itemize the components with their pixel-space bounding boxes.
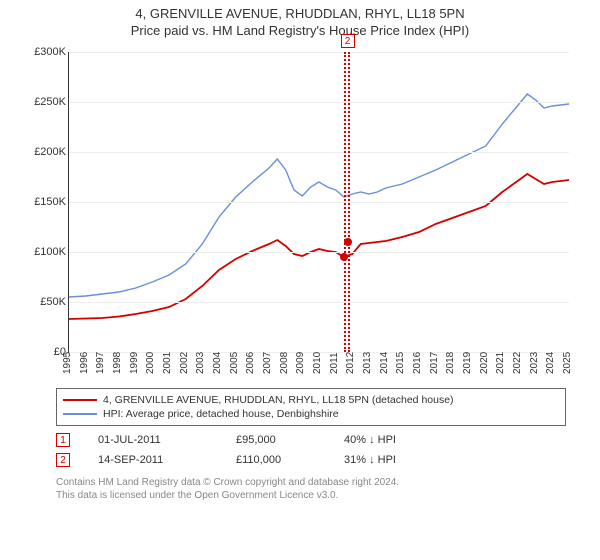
plot-region: 2 [68, 52, 569, 353]
y-tick-label: £200K [22, 146, 66, 158]
x-tick-label: 2010 [312, 352, 323, 374]
chart-area: 2 19951996199719981999200020012002200320… [20, 46, 580, 386]
legend-swatch [63, 399, 97, 401]
footer-line-2: This data is licensed under the Open Gov… [56, 489, 580, 502]
legend-row: 4, GRENVILLE AVENUE, RHUDDLAN, RHYL, LL1… [63, 393, 559, 407]
y-tick-label: £250K [22, 96, 66, 108]
chart-container: 4, GRENVILLE AVENUE, RHUDDLAN, RHYL, LL1… [0, 0, 600, 560]
legend-label: HPI: Average price, detached house, Denb… [103, 408, 339, 420]
footer-line-1: Contains HM Land Registry data © Crown c… [56, 476, 580, 489]
y-tick-label: £100K [22, 246, 66, 258]
x-tick-label: 2017 [429, 352, 440, 374]
x-tick-label: 2019 [462, 352, 473, 374]
x-tick-label: 2000 [145, 352, 156, 374]
x-tick-label: 2021 [495, 352, 506, 374]
x-tick-label: 2001 [162, 352, 173, 374]
x-tick-label: 2011 [329, 352, 340, 374]
sale-marker-line [344, 52, 346, 352]
x-tick-label: 2024 [545, 352, 556, 374]
y-tick-label: £0 [22, 346, 66, 358]
footer-attribution: Contains HM Land Registry data © Crown c… [56, 476, 580, 502]
x-axis-labels: 1995199619971998199920002001200220032004… [68, 356, 568, 392]
sale-price: £95,000 [236, 434, 316, 446]
sale-marker-dot [344, 238, 352, 246]
x-tick-label: 2007 [262, 352, 273, 374]
sale-row: 1 01-JUL-2011 £95,000 40% ↓ HPI [56, 430, 580, 450]
sale-delta-hpi: 31% ↓ HPI [344, 454, 464, 466]
sale-badge: 1 [56, 433, 70, 447]
x-tick-label: 2009 [295, 352, 306, 374]
sales-list: 1 01-JUL-2011 £95,000 40% ↓ HPI 2 14-SEP-2011… [56, 430, 580, 470]
gridline [69, 102, 569, 103]
gridline [69, 52, 569, 53]
sale-marker-line [348, 52, 350, 352]
title-address: 4, GRENVILLE AVENUE, RHUDDLAN, RHYL, LL1… [10, 6, 590, 23]
sale-delta-hpi: 40% ↓ HPI [344, 434, 464, 446]
x-tick-label: 2022 [512, 352, 523, 374]
sale-date: 01-JUL-2011 [98, 434, 208, 446]
x-tick-label: 2012 [345, 352, 356, 374]
y-tick-label: £50K [22, 296, 66, 308]
sale-row: 2 14-SEP-2011 £110,000 31% ↓ HPI [56, 450, 580, 470]
sale-date: 14-SEP-2011 [98, 454, 208, 466]
y-tick-label: £300K [22, 46, 66, 58]
x-tick-label: 1999 [129, 352, 140, 374]
x-tick-label: 2014 [379, 352, 390, 374]
x-tick-label: 2015 [395, 352, 406, 374]
x-tick-label: 2023 [529, 352, 540, 374]
sale-price: £110,000 [236, 454, 316, 466]
gridline [69, 152, 569, 153]
sale-badge: 2 [56, 453, 70, 467]
sale-marker-badge: 2 [341, 34, 355, 48]
y-tick-label: £150K [22, 196, 66, 208]
x-tick-label: 2016 [412, 352, 423, 374]
x-tick-label: 1996 [79, 352, 90, 374]
x-tick-label: 2003 [195, 352, 206, 374]
x-tick-label: 2005 [229, 352, 240, 374]
x-tick-label: 1998 [112, 352, 123, 374]
series-hpi [69, 94, 569, 297]
x-tick-label: 2020 [479, 352, 490, 374]
x-tick-label: 2002 [179, 352, 190, 374]
x-tick-label: 2006 [245, 352, 256, 374]
legend-label: 4, GRENVILLE AVENUE, RHUDDLAN, RHYL, LL1… [103, 394, 454, 406]
gridline [69, 202, 569, 203]
legend-row: HPI: Average price, detached house, Denb… [63, 407, 559, 421]
x-tick-label: 2025 [562, 352, 573, 374]
x-tick-label: 1997 [95, 352, 106, 374]
x-tick-label: 2004 [212, 352, 223, 374]
x-tick-label: 2018 [445, 352, 456, 374]
legend-box: 4, GRENVILLE AVENUE, RHUDDLAN, RHYL, LL1… [56, 388, 566, 426]
legend-swatch [63, 413, 97, 415]
gridline [69, 302, 569, 303]
series-price_paid [69, 174, 569, 319]
x-tick-label: 2008 [279, 352, 290, 374]
title-subtitle: Price paid vs. HM Land Registry's House … [10, 23, 590, 40]
gridline [69, 252, 569, 253]
x-tick-label: 2013 [362, 352, 373, 374]
